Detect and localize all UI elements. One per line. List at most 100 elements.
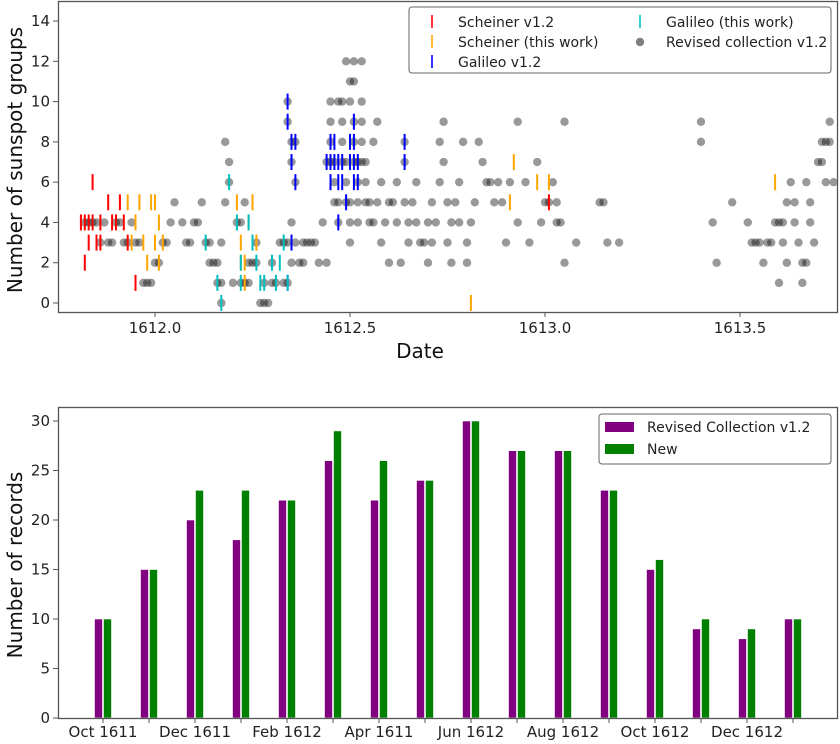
data-point <box>505 177 515 187</box>
data-point <box>794 238 803 247</box>
data-point <box>572 238 581 247</box>
data-point <box>279 278 288 288</box>
data-point <box>224 157 234 167</box>
legend-swatch-icon <box>605 444 634 454</box>
data-point <box>603 238 612 247</box>
bar <box>195 489 204 719</box>
y-tick-label: 10 <box>31 93 50 111</box>
data-point <box>388 198 398 207</box>
bottom-y-axis-label: Number of records <box>3 472 27 659</box>
data-point <box>373 198 382 207</box>
data-point <box>373 117 382 126</box>
data-point <box>361 157 370 167</box>
data-point <box>614 238 624 247</box>
legend-swatch-icon <box>605 422 634 432</box>
data-point <box>384 258 394 267</box>
data-point <box>330 198 339 207</box>
data-point <box>115 218 125 227</box>
data-point <box>287 258 296 267</box>
data-point <box>501 238 511 247</box>
data-point <box>412 177 421 187</box>
data-point <box>263 298 273 308</box>
data-point <box>248 258 257 267</box>
data-point <box>825 137 834 147</box>
data-point <box>431 218 440 227</box>
legend-dot-icon <box>635 37 645 47</box>
data-point <box>318 218 327 227</box>
data-point <box>119 238 128 247</box>
data-point <box>310 238 320 247</box>
data-point <box>774 278 784 288</box>
data-point <box>267 278 277 288</box>
data-point <box>185 238 195 247</box>
top-legend: Scheiner v1.2 Scheiner (this work) Galileo… <box>408 6 832 74</box>
data-point <box>213 258 222 267</box>
data-point <box>221 137 230 147</box>
data-point <box>435 137 444 147</box>
x-tick-label: 1613.0 <box>519 319 572 337</box>
data-point <box>345 198 355 207</box>
data-point <box>326 97 335 106</box>
data-point <box>349 57 359 66</box>
data-point <box>228 278 238 288</box>
data-point <box>299 258 308 267</box>
legend-item-revised-collection-v1-2: Revised Collection v1.2 <box>605 420 810 436</box>
data-point <box>439 117 448 126</box>
series-galileo-this-work <box>204 174 289 311</box>
y-tick-label: 4 <box>40 213 50 231</box>
data-point <box>778 218 788 227</box>
data-point <box>458 137 468 147</box>
data-point <box>369 218 378 227</box>
data-point <box>349 77 359 86</box>
data-point <box>369 137 378 147</box>
data-point <box>361 177 370 187</box>
data-point <box>396 258 405 267</box>
data-point <box>357 57 366 66</box>
bar <box>103 618 112 719</box>
data-point <box>357 137 366 147</box>
data-point <box>322 258 331 267</box>
x-tick-label: 1613.5 <box>714 319 767 337</box>
data-point <box>341 177 351 187</box>
bar <box>793 618 802 719</box>
data-point <box>404 218 413 227</box>
data-point <box>244 278 253 288</box>
data-point <box>447 258 456 267</box>
data-point <box>377 238 386 247</box>
data-point <box>513 218 522 227</box>
data-point <box>696 117 706 126</box>
y-tick-label: 15 <box>31 561 50 579</box>
data-point <box>427 238 437 247</box>
data-point <box>330 177 339 187</box>
data-point <box>345 218 355 227</box>
data-point <box>462 238 472 247</box>
legend-label: Galileo v1.2 <box>458 55 541 71</box>
data-point <box>747 238 756 247</box>
data-point <box>782 198 791 207</box>
bar <box>655 559 664 719</box>
legend-item-scheiner-v1-2: Scheiner v1.2 <box>431 15 554 31</box>
data-point <box>357 157 366 167</box>
bottom-legend: Revised Collection v1.2 New <box>598 413 832 465</box>
data-point <box>806 198 815 207</box>
bar <box>563 450 572 719</box>
legend-label: New <box>647 442 678 458</box>
data-point <box>462 258 472 267</box>
x-tick-label: Apr 1611 <box>345 723 414 741</box>
x-tick-label: Oct 1612 <box>621 723 690 741</box>
data-point <box>813 157 823 167</box>
data-point <box>556 218 565 227</box>
data-point <box>443 198 452 207</box>
bar <box>278 499 287 719</box>
y-tick-label: 0 <box>40 709 50 727</box>
data-point <box>150 258 160 267</box>
data-point <box>521 177 530 187</box>
data-point <box>778 238 788 247</box>
data-point <box>821 137 830 147</box>
data-point <box>809 238 819 247</box>
data-point <box>127 218 136 227</box>
y-tick-label: 2 <box>40 254 50 272</box>
bar <box>324 460 333 719</box>
bar <box>140 569 149 719</box>
data-point <box>209 258 218 267</box>
